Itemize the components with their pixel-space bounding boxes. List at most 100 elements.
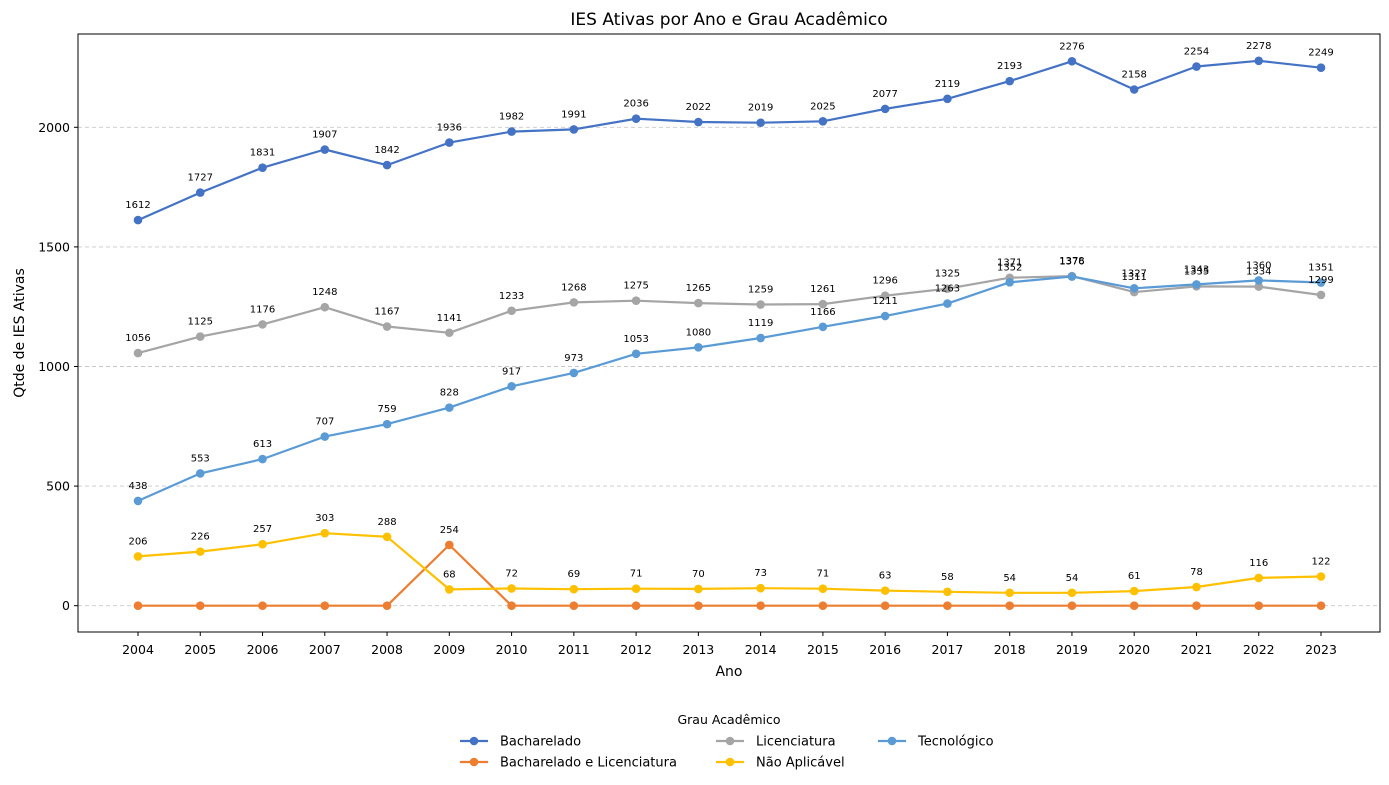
data-label: 1268: [561, 282, 586, 293]
data-point: [507, 306, 516, 316]
data-label: 1056: [125, 333, 150, 344]
data-point: [1129, 586, 1139, 596]
data-point: [943, 587, 952, 597]
data-point: [1254, 601, 1264, 610]
data-label: 1311: [1121, 272, 1146, 283]
legend-marker: [725, 736, 735, 746]
data-point: [320, 302, 330, 312]
data-point: [756, 118, 765, 128]
data-label: 1296: [872, 276, 897, 287]
data-label: 2276: [1059, 41, 1084, 52]
series-line: [137, 275, 1322, 502]
series-lines: [133, 56, 1326, 610]
data-label: 2077: [872, 89, 897, 100]
data-label: 1727: [188, 173, 213, 184]
data-point: [694, 117, 703, 127]
x-tick-label: 2022: [1243, 642, 1275, 657]
data-point: [133, 601, 143, 610]
data-label: 254: [440, 525, 459, 536]
data-label: 1378: [1059, 256, 1084, 267]
data-point: [631, 114, 641, 123]
data-point: [507, 382, 516, 391]
data-point: [258, 163, 267, 173]
data-label: 2254: [1184, 47, 1209, 58]
data-point: [1254, 56, 1264, 66]
data-label: 1176: [250, 304, 275, 315]
legend-item: Bacharelado: [460, 735, 581, 750]
y-tick-label: 500: [46, 479, 70, 494]
data-label: 1360: [1246, 260, 1271, 271]
data-point: [320, 601, 330, 610]
data-point: [1005, 601, 1014, 610]
data-point: [569, 584, 579, 594]
data-point: [1067, 588, 1077, 598]
data-label: 1166: [810, 307, 835, 318]
data-label: 257: [253, 524, 272, 535]
data-label: 1259: [748, 285, 773, 296]
data-point: [1316, 572, 1326, 581]
data-point: [507, 584, 516, 593]
data-label: 1299: [1308, 275, 1333, 286]
data-label: 122: [1311, 557, 1330, 568]
series-licenciatura: [133, 271, 1326, 358]
x-tick-label: 2013: [682, 642, 714, 657]
data-point: [818, 322, 828, 332]
data-point: [1192, 601, 1201, 610]
data-point: [1067, 272, 1077, 281]
legend-marker: [469, 757, 479, 767]
data-label: 68: [443, 569, 456, 580]
x-tick-label: 2011: [558, 642, 590, 657]
x-tick-label: 2005: [184, 642, 216, 657]
legend-label: Tecnológico: [917, 735, 994, 750]
legend-title: Grau Acadêmico: [677, 712, 780, 727]
data-label: 973: [564, 353, 583, 364]
y-axis-label: Qtde de IES Ativas: [12, 268, 28, 398]
data-label: 72: [505, 568, 518, 579]
data-point: [1129, 601, 1139, 610]
data-point: [382, 601, 392, 610]
data-label: 78: [1190, 567, 1203, 578]
data-label: 1248: [312, 287, 337, 298]
data-point: [818, 601, 828, 610]
y-tick-label: 0: [62, 598, 70, 613]
data-label: 1831: [250, 148, 275, 159]
y-axis-ticks: 0 500 1000 1500 2000: [38, 120, 78, 613]
data-point: [445, 403, 454, 412]
chart-title: IES Ativas por Ano e Grau Acadêmico: [570, 10, 887, 30]
x-tick-label: 2007: [309, 642, 341, 657]
data-point: [195, 469, 205, 478]
data-label: 54: [1066, 573, 1079, 584]
data-point: [1192, 280, 1201, 289]
data-label: 707: [315, 417, 334, 428]
x-tick-label: 2023: [1305, 642, 1337, 657]
data-label: 1211: [872, 296, 897, 307]
data-point: [943, 284, 952, 294]
data-point: [1129, 283, 1139, 293]
data-point: [569, 125, 579, 134]
series-line: [138, 543, 1321, 607]
data-point: [756, 333, 765, 343]
data-label: 1936: [437, 123, 462, 134]
data-point: [569, 601, 579, 610]
data-point: [694, 343, 703, 352]
data-point: [507, 601, 516, 610]
data-label: 1263: [935, 284, 960, 295]
data-point: [694, 584, 703, 594]
data-point: [258, 320, 267, 329]
data-point: [694, 298, 703, 308]
data-point: [382, 322, 392, 331]
data-point: [195, 188, 205, 197]
data-label: 1612: [125, 200, 150, 211]
data-point: [1005, 588, 1014, 598]
data-point: [818, 584, 828, 594]
data-point: [133, 496, 143, 506]
legend-item: Bacharelado e Licenciatura: [460, 756, 677, 771]
data-label: 1991: [561, 109, 586, 120]
data-point: [1192, 62, 1201, 71]
data-label: 288: [378, 517, 397, 528]
data-label: 61: [1128, 571, 1141, 582]
data-point: [569, 368, 579, 378]
legend-marker: [725, 757, 735, 767]
data-point: [569, 298, 579, 307]
